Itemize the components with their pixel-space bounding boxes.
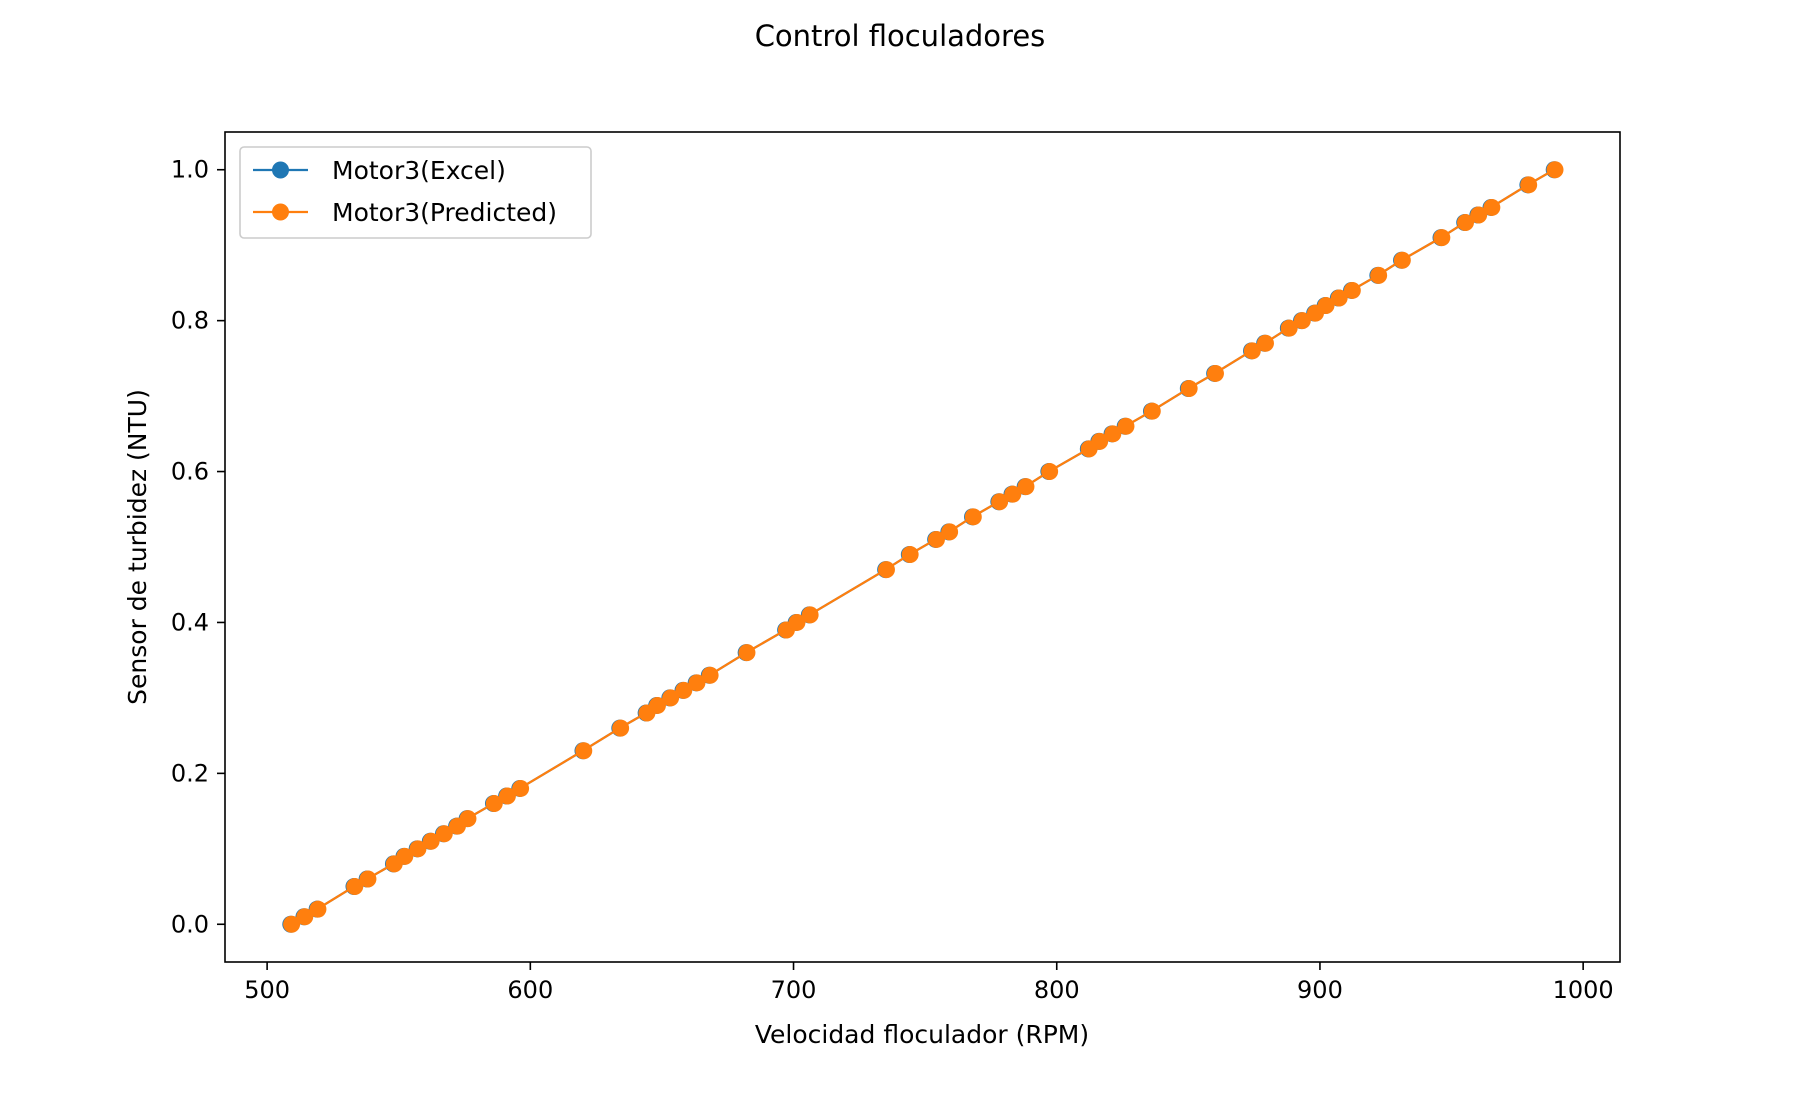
data-point	[1041, 463, 1059, 481]
data-point	[1280, 319, 1298, 337]
y-tick-label: 0.0	[171, 910, 209, 938]
data-point	[901, 546, 919, 564]
data-point	[1343, 281, 1361, 299]
data-point	[788, 613, 806, 631]
data-point	[648, 696, 666, 714]
data-point	[801, 606, 819, 624]
legend: Motor3(Excel) Motor3(Predicted)	[239, 146, 592, 239]
data-point	[1330, 289, 1348, 307]
data-point	[1143, 402, 1161, 420]
data-point	[964, 508, 982, 526]
data-point	[309, 900, 327, 918]
data-point	[1370, 266, 1388, 284]
data-point	[1017, 478, 1035, 496]
x-tick-label: 800	[1034, 976, 1080, 1004]
data-point	[1546, 161, 1564, 179]
data-point	[409, 840, 427, 858]
x-tick-label: 700	[771, 976, 817, 1004]
data-point	[485, 795, 503, 813]
legend-label: Motor3(Predicted)	[332, 198, 557, 227]
legend-box	[239, 146, 592, 239]
series-2	[283, 161, 1564, 933]
data-point	[435, 825, 453, 843]
data-point	[1206, 364, 1224, 382]
legend-label: Motor3(Excel)	[332, 156, 506, 185]
x-tick-label: 500	[244, 976, 290, 1004]
x-tick-label: 1000	[1553, 976, 1614, 1004]
y-tick-label: 0.2	[171, 759, 209, 787]
legend-marker-swatch	[272, 203, 289, 221]
y-tick-label: 0.6	[171, 458, 209, 486]
data-point	[877, 561, 895, 579]
data-point	[662, 689, 680, 707]
chart-title: Control floculadores	[755, 19, 1046, 53]
axes-frame	[224, 131, 1621, 963]
data-point	[991, 493, 1009, 511]
data-point	[1470, 206, 1488, 224]
plot-area	[224, 131, 1621, 963]
legend-marker-swatch	[272, 161, 289, 179]
data-point	[422, 832, 440, 850]
data-point	[1180, 380, 1198, 398]
series-layer	[282, 161, 1564, 933]
data-point	[1117, 417, 1135, 435]
data-point	[1317, 297, 1335, 315]
data-point	[1104, 425, 1122, 443]
data-point	[359, 870, 377, 888]
data-point	[1004, 485, 1022, 503]
data-point	[1256, 334, 1274, 352]
data-point	[512, 779, 530, 797]
y-tick-label: 1.0	[171, 156, 209, 184]
data-point	[701, 666, 719, 684]
x-axis-label: Velocidad floculador (RPM)	[755, 1020, 1089, 1049]
data-point	[1483, 198, 1501, 216]
data-point	[941, 523, 959, 541]
data-point	[1091, 432, 1109, 450]
x-tick-label: 600	[507, 976, 553, 1004]
data-point	[498, 787, 516, 805]
legend-item: Motor3(Predicted)	[253, 198, 557, 227]
data-point	[283, 915, 301, 933]
y-tick-label: 0.4	[171, 608, 209, 636]
data-point	[1457, 214, 1475, 232]
y-axis-label: Sensor de turbidez (NTU)	[123, 389, 152, 705]
data-point	[738, 644, 756, 662]
y-tick-label: 0.8	[171, 307, 209, 335]
data-point	[1243, 342, 1261, 360]
data-point	[396, 847, 414, 865]
data-point	[612, 719, 630, 737]
y-axis: 0.0 0.2 0.4 0.6 0.8 1.0	[171, 156, 225, 938]
data-point	[688, 674, 706, 692]
data-point	[346, 878, 364, 896]
data-point	[1393, 251, 1411, 269]
x-tick-label: 900	[1297, 976, 1343, 1004]
data-point	[675, 681, 693, 699]
data-point	[296, 908, 314, 926]
legend-item: Motor3(Excel)	[253, 156, 506, 185]
data-point	[927, 530, 945, 548]
data-point	[459, 810, 477, 828]
data-point	[575, 742, 593, 760]
data-point	[1520, 176, 1538, 194]
data-point	[1293, 312, 1311, 330]
data-point	[1433, 229, 1451, 247]
x-axis: 500 600 700 800 900 1000	[244, 962, 1614, 1004]
